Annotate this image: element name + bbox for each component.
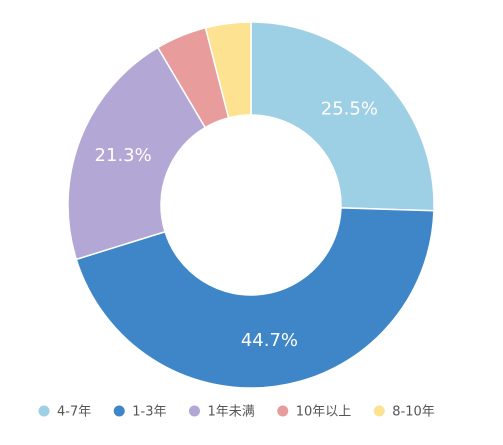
- legend-marker: [38, 405, 50, 417]
- legend-label: 10年以上: [296, 405, 352, 420]
- legend-label: 1-3年: [132, 405, 166, 420]
- legend-marker: [113, 405, 125, 417]
- data-label: 25.5%: [321, 99, 378, 120]
- legend-label: 1年未满: [207, 405, 254, 420]
- donut-slice: [75, 207, 435, 389]
- legend-marker: [277, 405, 289, 417]
- legend-marker: [188, 405, 200, 417]
- donut-slice: [204, 21, 252, 119]
- data-label: 21.3%: [95, 145, 152, 166]
- donut-slice: [250, 21, 435, 212]
- legend-label: 4-7年: [57, 405, 91, 420]
- legend-label: 8-10年: [392, 405, 435, 420]
- legend-marker: [373, 405, 385, 417]
- donut-slice: [67, 46, 207, 261]
- data-label: 44.7%: [241, 330, 298, 351]
